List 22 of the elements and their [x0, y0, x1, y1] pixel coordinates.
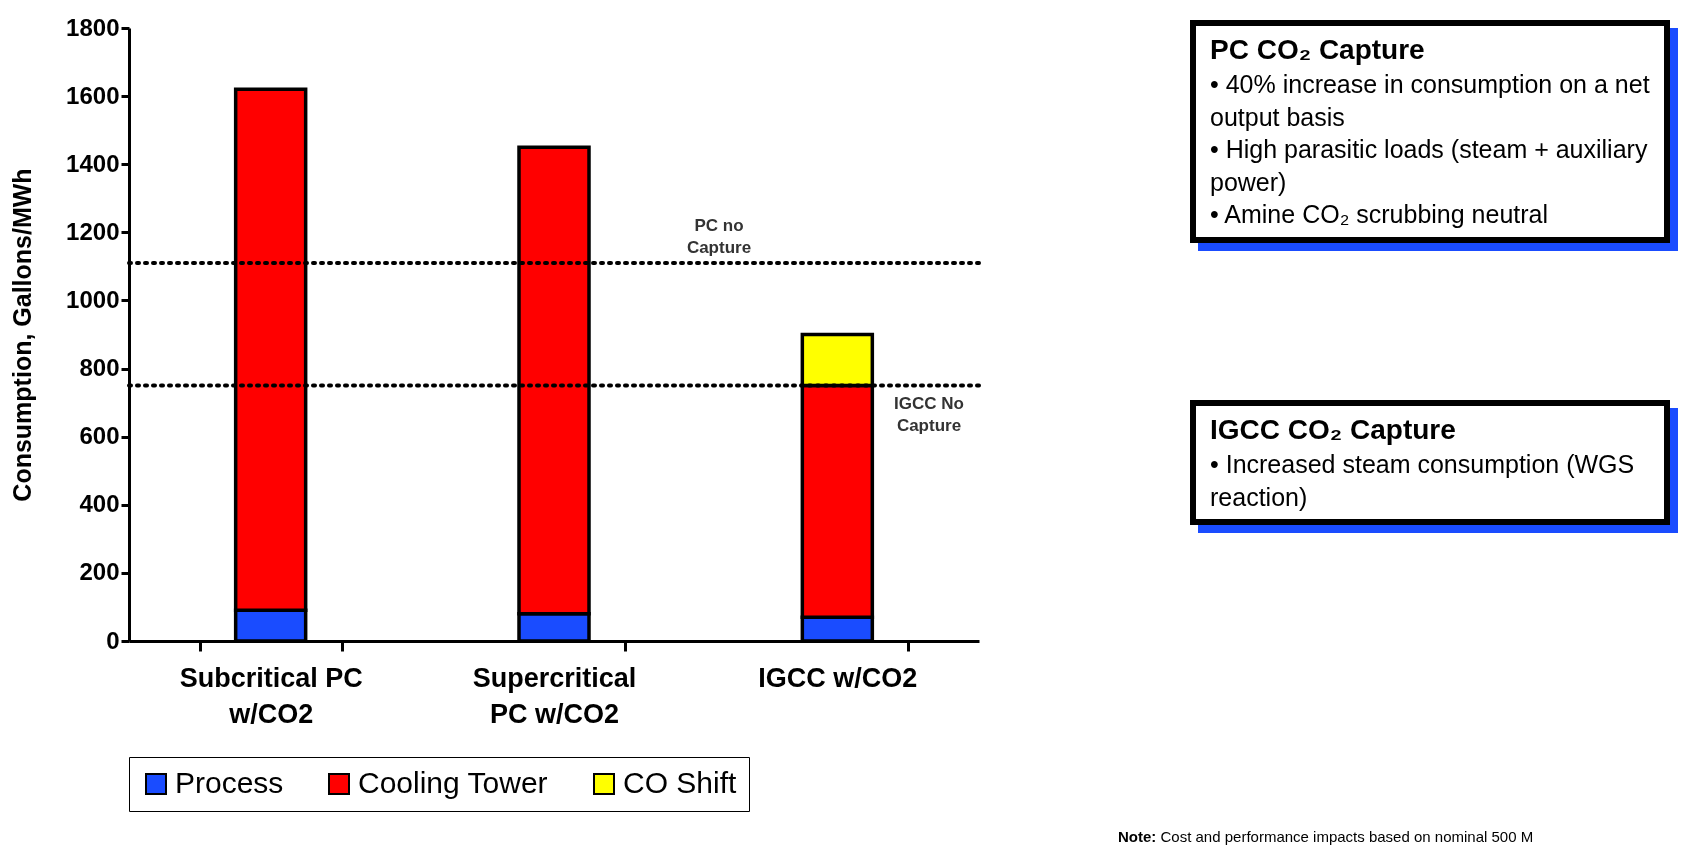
y-tick-label: 600 — [79, 422, 120, 450]
y-tick-label: 1800 — [66, 13, 120, 41]
legend-label: Cooling Tower — [358, 766, 548, 799]
y-tick-label: 0 — [106, 626, 120, 654]
y-axis-title: Consumption, Gallons/MWh — [8, 168, 37, 502]
y-tick-label: 1600 — [66, 81, 120, 109]
y-tick-label: 200 — [79, 558, 120, 586]
ref-line-label: PC no Capture — [686, 215, 752, 257]
y-tick-label: 400 — [79, 490, 120, 518]
y-tick-label: 1400 — [66, 149, 120, 177]
y-tick-label: 800 — [79, 354, 120, 382]
legend-label: Process — [175, 766, 284, 799]
x-tick-label: Subcritical PC w/CO2 — [179, 662, 363, 729]
x-tick-label: IGCC w/CO2 — [758, 662, 918, 693]
x-tick-label: Supercritical PC w/CO2 — [472, 662, 637, 729]
text: Note: Cost and performance impacts based on nominal 500 M — [1118, 828, 1534, 845]
text: PC CO₂ Capture • 40% increase in consumption on a net output basis • High parasitic loads (steam + auxiliary power) • Amine CO₂ scrubbing neutral — [1210, 33, 1650, 231]
ref-line-label: IGCC No Capture — [894, 393, 964, 435]
legend-label: CO Shift — [623, 766, 738, 799]
y-tick-label: 1200 — [66, 217, 120, 245]
y-tick-label: 1000 — [66, 285, 120, 313]
text: IGCC CO₂ Capture • Increased steam consumption (WGS reaction) — [1210, 413, 1636, 513]
